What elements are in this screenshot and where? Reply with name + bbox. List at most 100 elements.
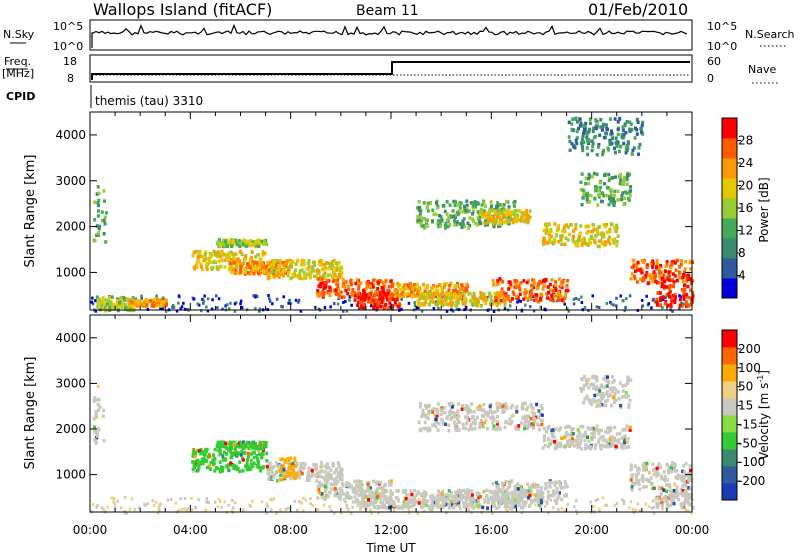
range-gate-cell xyxy=(622,502,625,506)
range-gate-cell xyxy=(618,431,622,436)
range-gate-cell xyxy=(615,432,619,436)
range-gate-cell xyxy=(424,294,428,298)
range-gate-cell xyxy=(636,260,640,265)
range-gate-cell xyxy=(608,187,612,192)
range-gate-cell xyxy=(105,307,109,311)
range-gate-cell xyxy=(367,498,370,502)
range-gate-cell xyxy=(665,293,669,297)
range-gate-cell xyxy=(254,442,257,446)
range-gate-cell xyxy=(277,468,280,472)
range-gate-cell xyxy=(362,288,365,293)
range-gate-cell xyxy=(416,218,420,223)
range-gate-cell xyxy=(613,391,617,396)
range-gate-cell xyxy=(340,478,344,482)
range-gate-cell xyxy=(597,437,601,442)
range-gate-cell xyxy=(94,398,98,402)
range-gate-cell xyxy=(198,449,201,453)
range-gate-cell xyxy=(609,192,613,197)
range-gate-cell xyxy=(614,136,618,140)
range-gate-cell xyxy=(626,172,629,177)
range-gate-cell xyxy=(254,255,258,259)
range-gate-cell xyxy=(670,262,674,266)
range-gate-cell xyxy=(328,262,332,266)
range-gate-cell xyxy=(474,302,477,307)
range-gate-cell xyxy=(638,142,642,147)
range-gate-cell xyxy=(624,383,628,388)
range-gate-cell xyxy=(298,276,302,280)
range-gate-cell xyxy=(629,277,633,281)
range-gate-cell xyxy=(412,500,416,504)
range-gate-cell xyxy=(603,399,607,404)
range-gate-cell xyxy=(580,295,583,299)
range-gate-cell xyxy=(364,501,368,505)
range-gate-cell xyxy=(607,202,611,207)
range-gate-cell xyxy=(104,298,108,302)
range-gate-cell xyxy=(681,275,685,280)
range-gate-cell xyxy=(489,200,493,204)
range-gate-cell xyxy=(344,500,347,504)
range-gate-cell xyxy=(580,389,583,393)
range-gate-cell xyxy=(590,436,594,440)
range-gate-cell xyxy=(603,385,607,390)
range-gate-cell xyxy=(370,290,373,294)
range-gate-cell xyxy=(314,465,318,469)
range-gate-cell xyxy=(588,400,592,405)
range-gate-cell xyxy=(599,399,603,403)
range-gate-cell xyxy=(213,447,217,452)
range-gate-cell xyxy=(652,270,656,274)
range-gate-cell xyxy=(353,479,357,483)
range-gate-cell xyxy=(449,281,453,286)
range-gate-cell xyxy=(91,302,95,306)
range-gate-cell xyxy=(338,477,342,482)
range-gate-cell xyxy=(121,301,125,306)
range-gate-cell xyxy=(455,284,459,288)
range-gate-cell xyxy=(422,426,426,430)
range-gate-cell xyxy=(579,424,583,429)
range-gate-cell xyxy=(623,428,627,432)
range-gate-cell xyxy=(336,480,340,484)
range-gate-cell xyxy=(317,480,321,485)
range-gate-cell xyxy=(382,497,386,502)
range-gate-cell xyxy=(602,377,606,381)
range-gate-cell xyxy=(452,292,456,296)
range-gate-cell xyxy=(611,380,615,384)
range-gate-cell xyxy=(574,222,578,227)
range-gate-cell xyxy=(588,446,592,451)
range-gate-cell xyxy=(300,268,304,272)
range-gate-cell xyxy=(425,503,428,508)
range-gate-cell xyxy=(541,239,545,244)
range-gate-cell xyxy=(495,480,498,485)
range-gate-cell xyxy=(502,203,506,207)
range-gate-cell xyxy=(619,172,622,177)
range-gate-cell xyxy=(361,498,364,502)
range-gate-cell xyxy=(471,203,475,208)
range-gate-cell xyxy=(671,309,674,313)
range-gate-cell xyxy=(506,486,510,490)
range-gate-cell xyxy=(383,504,387,509)
range-gate-cell xyxy=(255,446,259,451)
range-gate-cell xyxy=(689,288,693,292)
range-gate-cell xyxy=(629,378,633,382)
range-gate-cell xyxy=(457,501,461,505)
range-gate-cell xyxy=(180,507,184,511)
range-gate-cell xyxy=(489,416,493,420)
range-gate-cell xyxy=(567,232,571,237)
range-gate-cell xyxy=(342,295,346,299)
range-gate-cell xyxy=(585,146,589,150)
range-gate-cell xyxy=(346,291,350,296)
range-gate-cell xyxy=(581,140,585,144)
range-gate-cell xyxy=(281,469,285,474)
range-gate-cell xyxy=(496,426,500,430)
range-gate-cell xyxy=(387,503,391,507)
range-gate-cell xyxy=(625,145,629,149)
range-gate-cell xyxy=(216,466,220,471)
range-gate-cell xyxy=(307,478,311,482)
range-gate-cell xyxy=(243,272,247,276)
range-gate-cell xyxy=(468,489,471,494)
range-gate-cell xyxy=(622,141,626,146)
range-gate-cell xyxy=(335,488,339,493)
range-gate-cell xyxy=(322,273,325,278)
range-gate-cell xyxy=(293,459,297,463)
range-gate-cell xyxy=(680,301,683,305)
range-gate-cell xyxy=(333,486,337,491)
